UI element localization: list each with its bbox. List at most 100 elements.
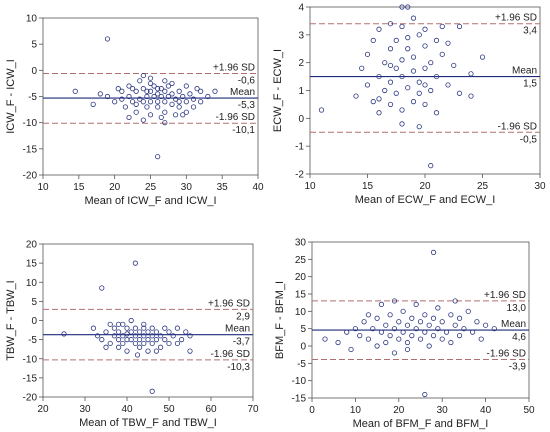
data-point (147, 75, 154, 81)
data-point (153, 337, 159, 343)
data-point (413, 326, 419, 332)
data-point (413, 301, 419, 307)
x-tick-label: 30 (437, 405, 449, 416)
mean-label: Mean (501, 319, 526, 330)
data-point (439, 336, 445, 342)
x-tick-label: 30 (181, 182, 193, 193)
data-point (183, 109, 189, 115)
data-point (151, 83, 157, 89)
data-point (132, 325, 138, 331)
data-point (190, 104, 197, 110)
data-point (124, 325, 130, 331)
data-point (147, 99, 154, 105)
data-point (378, 301, 385, 307)
data-point (382, 60, 388, 66)
data-point (120, 321, 126, 327)
data-point (132, 340, 138, 347)
data-point (116, 329, 122, 335)
data-point (445, 82, 451, 88)
data-point (128, 337, 134, 343)
data-point (417, 336, 424, 342)
x-tick-label: 50 (523, 405, 535, 416)
data-point (120, 333, 126, 339)
lower-loa-value: -10,1 (232, 125, 255, 136)
data-point (137, 96, 143, 102)
data-point (187, 348, 193, 354)
data-point (155, 86, 161, 92)
data-point (430, 332, 437, 339)
data-point (399, 57, 405, 63)
data-point (155, 99, 161, 105)
data-point (359, 65, 365, 71)
data-point (141, 321, 147, 327)
data-point (435, 326, 441, 332)
data-point (378, 329, 385, 335)
data-point (474, 319, 480, 325)
data-point (180, 112, 186, 118)
data-point (465, 308, 471, 314)
data-point (405, 85, 411, 91)
data-point (404, 346, 411, 353)
data-point (374, 315, 380, 321)
data-point (409, 332, 415, 339)
data-point (179, 337, 185, 343)
x-axis-title: Mean of TBW_F and TBW_I (79, 417, 217, 429)
data-point (410, 99, 417, 105)
y-tick-label: 1 (298, 86, 304, 97)
x-tick-label: 25 (477, 181, 489, 192)
y-tick-label: -1 (295, 142, 304, 153)
data-point (155, 104, 161, 110)
x-tick-label: 60 (205, 404, 217, 415)
mean-label: Mean (225, 324, 250, 335)
data-point (147, 112, 154, 118)
data-point (107, 321, 113, 327)
data-point (162, 109, 168, 115)
data-point (393, 65, 399, 71)
x-tick-label: 25 (145, 182, 157, 193)
data-point (122, 104, 129, 110)
data-point (428, 87, 434, 94)
data-point (147, 80, 154, 87)
data-point (452, 322, 458, 328)
y-tick-label: 3 (298, 30, 304, 41)
data-point (376, 110, 382, 116)
y-tick-label: 5 (300, 324, 306, 335)
data-point (422, 82, 428, 88)
data-point (387, 101, 394, 108)
data-point (433, 73, 440, 80)
x-tick-label: 10 (350, 405, 362, 416)
data-point (439, 319, 445, 325)
y-tick-label: 20 (26, 240, 38, 251)
data-point (176, 99, 182, 105)
data-point (448, 339, 454, 346)
data-point (469, 329, 476, 335)
data-point (183, 83, 189, 89)
y-tick-label: -10 (23, 118, 38, 129)
data-point (103, 344, 109, 350)
data-point (416, 124, 422, 130)
y-tick-label: -5 (297, 359, 306, 370)
lower-loa-value: -3,9 (509, 362, 527, 373)
upper-loa-value: 13,0 (507, 303, 527, 314)
y-tick-label: -5 (28, 92, 37, 103)
data-point (322, 336, 328, 342)
data-point (318, 107, 325, 113)
mean-label: Mean (230, 87, 255, 98)
data-point (151, 93, 157, 100)
data-point (198, 88, 204, 94)
data-point (422, 101, 428, 108)
data-point (133, 109, 139, 115)
data-point (439, 51, 445, 57)
y-tick-label: -15 (23, 144, 38, 155)
y-tick-label: 30 (295, 238, 307, 249)
data-point (162, 337, 168, 343)
x-tick-label: 10 (37, 182, 49, 193)
x-tick-label: 20 (393, 405, 405, 416)
upper-loa-label: +1.96 SD (208, 298, 250, 309)
data-point (149, 388, 155, 394)
y-tick-label: -10 (23, 354, 38, 365)
data-point (387, 46, 394, 52)
data-point (97, 91, 103, 97)
data-point (128, 317, 134, 324)
mean-value: 1,5 (523, 79, 537, 90)
